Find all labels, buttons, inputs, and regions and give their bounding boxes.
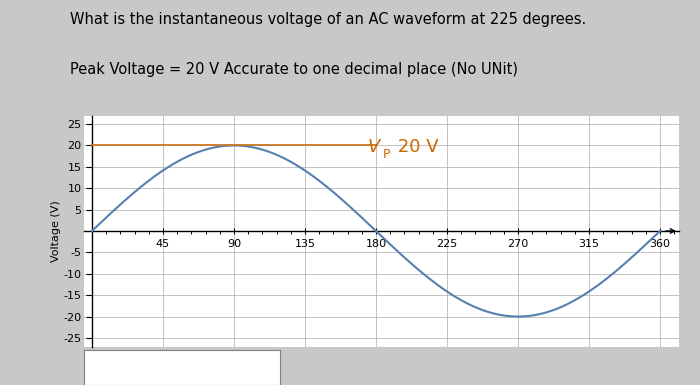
Text: V: V: [368, 138, 381, 156]
Text: What is the instantaneous voltage of an AC waveform at 225 degrees.: What is the instantaneous voltage of an …: [70, 12, 587, 27]
Y-axis label: Voltage (V): Voltage (V): [50, 200, 61, 262]
Text: P: P: [382, 148, 390, 161]
Text: Peak Voltage = 20 V Accurate to one decimal place (No UNit): Peak Voltage = 20 V Accurate to one deci…: [70, 62, 518, 77]
Text: 20 V: 20 V: [392, 138, 438, 156]
